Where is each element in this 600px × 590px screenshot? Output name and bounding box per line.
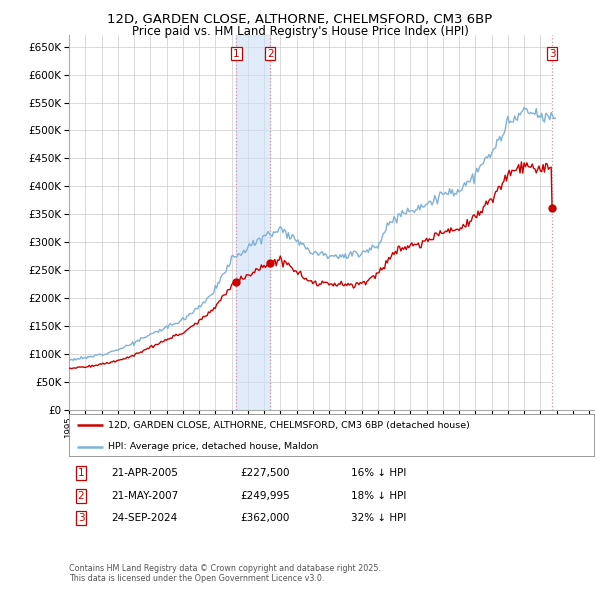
Bar	[552, 35, 594, 410]
Text: Contains HM Land Registry data © Crown copyright and database right 2025.
This d: Contains HM Land Registry data © Crown c…	[69, 563, 381, 583]
Text: 21-MAY-2007: 21-MAY-2007	[111, 491, 178, 500]
Text: 3: 3	[77, 513, 85, 523]
Text: 1: 1	[77, 468, 85, 478]
Text: 16% ↓ HPI: 16% ↓ HPI	[351, 468, 406, 478]
Bar	[236, 35, 270, 410]
Text: 32% ↓ HPI: 32% ↓ HPI	[351, 513, 406, 523]
Text: £249,995: £249,995	[240, 491, 290, 500]
Text: 21-APR-2005: 21-APR-2005	[111, 468, 178, 478]
Text: 2: 2	[77, 491, 85, 500]
Text: 1: 1	[233, 48, 240, 58]
Text: 24-SEP-2024: 24-SEP-2024	[111, 513, 177, 523]
Text: 18% ↓ HPI: 18% ↓ HPI	[351, 491, 406, 500]
Bar	[552, 35, 594, 410]
Text: 12D, GARDEN CLOSE, ALTHORNE, CHELMSFORD, CM3 6BP: 12D, GARDEN CLOSE, ALTHORNE, CHELMSFORD,…	[107, 13, 493, 26]
Text: 2: 2	[267, 48, 274, 58]
Text: Price paid vs. HM Land Registry's House Price Index (HPI): Price paid vs. HM Land Registry's House …	[131, 25, 469, 38]
Text: £227,500: £227,500	[240, 468, 290, 478]
Text: 3: 3	[549, 48, 556, 58]
Text: 12D, GARDEN CLOSE, ALTHORNE, CHELMSFORD, CM3 6BP (detached house): 12D, GARDEN CLOSE, ALTHORNE, CHELMSFORD,…	[109, 421, 470, 430]
Text: £362,000: £362,000	[240, 513, 289, 523]
Text: HPI: Average price, detached house, Maldon: HPI: Average price, detached house, Mald…	[109, 442, 319, 451]
